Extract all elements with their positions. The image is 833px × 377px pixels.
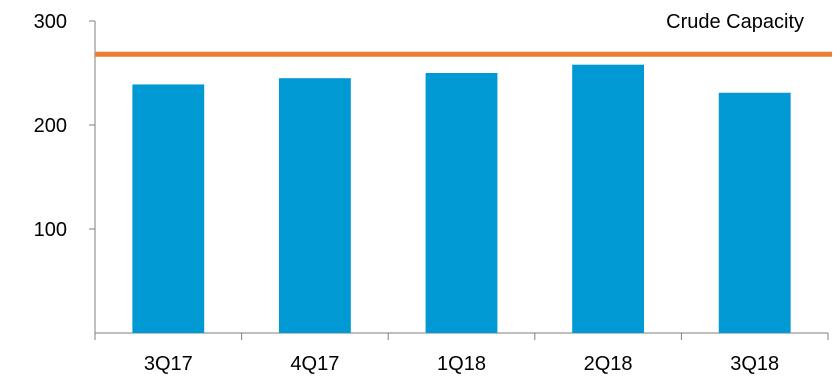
x-tick-label: 2Q18 xyxy=(584,353,633,375)
y-tick-label: 100 xyxy=(34,219,67,241)
y-tick-label: 200 xyxy=(34,115,67,137)
y-tick-label: 300 xyxy=(34,11,67,33)
bar-1q18 xyxy=(425,73,498,333)
x-tick-label: 4Q17 xyxy=(290,353,339,375)
x-axis-ticks: 3Q17 4Q17 1Q18 2Q18 3Q18 xyxy=(94,333,829,375)
bars xyxy=(132,64,791,334)
x-tick-label: 3Q18 xyxy=(730,353,779,375)
crude-capacity-label: Crude Capacity xyxy=(666,11,804,33)
bar-3q18 xyxy=(718,92,791,333)
x-tick-label: 1Q18 xyxy=(437,353,486,375)
bar-4q17 xyxy=(278,78,351,333)
x-tick-label: 3Q17 xyxy=(144,353,193,375)
bar-2q18 xyxy=(572,64,645,334)
y-axis-ticks: 100 200 300 xyxy=(34,11,95,241)
bar-3q17 xyxy=(132,84,205,333)
